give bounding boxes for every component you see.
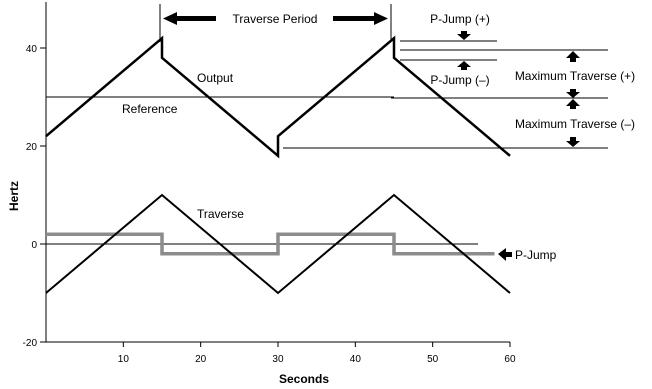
max-traverse-minus-arrow-up [566,99,580,109]
max-traverse-minus-arrow-down [566,137,580,147]
right-guide-lines [283,40,608,149]
traverse-period-left-bar [176,16,216,21]
x-tick-label: 20 [195,354,207,365]
y-axis-title: Hertz [7,181,21,211]
series-p-jump-line [46,232,495,256]
x-tick-label: 50 [427,354,439,365]
y-tick-label: 20 [26,142,38,153]
traverse-period-label: Traverse Period [233,12,318,26]
x-tick-label: 40 [350,354,362,365]
x-tick-label: 10 [118,354,130,365]
series-labels: Output Reference Traverse [122,71,244,221]
x-tick-label: 60 [504,354,516,365]
traverse-label: Traverse [197,207,244,221]
traverse-period-left-arrowhead [163,12,177,25]
output-label: Output [197,71,234,85]
y-ticks: -20 0 20 40 [23,44,46,349]
max-traverse-plus-label: Maximum Traverse (+) [515,69,635,83]
axes [45,2,510,343]
y-tick-label: 0 [31,240,37,251]
y-tick-label: -20 [23,338,38,349]
p-jump-minus-arrow [457,61,471,70]
p-jump-minus-label: P-Jump (–) [430,73,489,87]
p-jump-label: P-Jump [515,248,557,262]
p-jump-plus-arrow [457,31,471,40]
series-output-line [45,35,511,159]
traverse-period-right-arrowhead [374,12,388,25]
x-axis-title: Seconds [279,372,329,386]
series-layer [45,35,511,295]
y-tick-label: 40 [26,44,38,55]
max-traverse-minus-label: Maximum Traverse (–) [515,117,635,131]
annotation-labels: P-Jump (+) P-Jump (–) Maximum Traverse (… [430,12,635,262]
p-jump-pointer-arrow [498,248,512,261]
annotation-arrows [457,31,580,261]
traverse-period-right-bar [333,16,378,21]
p-jump-plus-label: P-Jump (+) [430,12,490,26]
traverse-period-annotation: Traverse Period [159,4,392,42]
x-ticks: 10 20 30 40 50 60 [118,342,516,365]
series-traverse-line [45,193,511,295]
max-traverse-plus-arrow-down [566,89,580,98]
max-traverse-plus-arrow-up [566,51,580,62]
reference-label: Reference [122,102,178,116]
x-tick-label: 30 [272,354,284,365]
